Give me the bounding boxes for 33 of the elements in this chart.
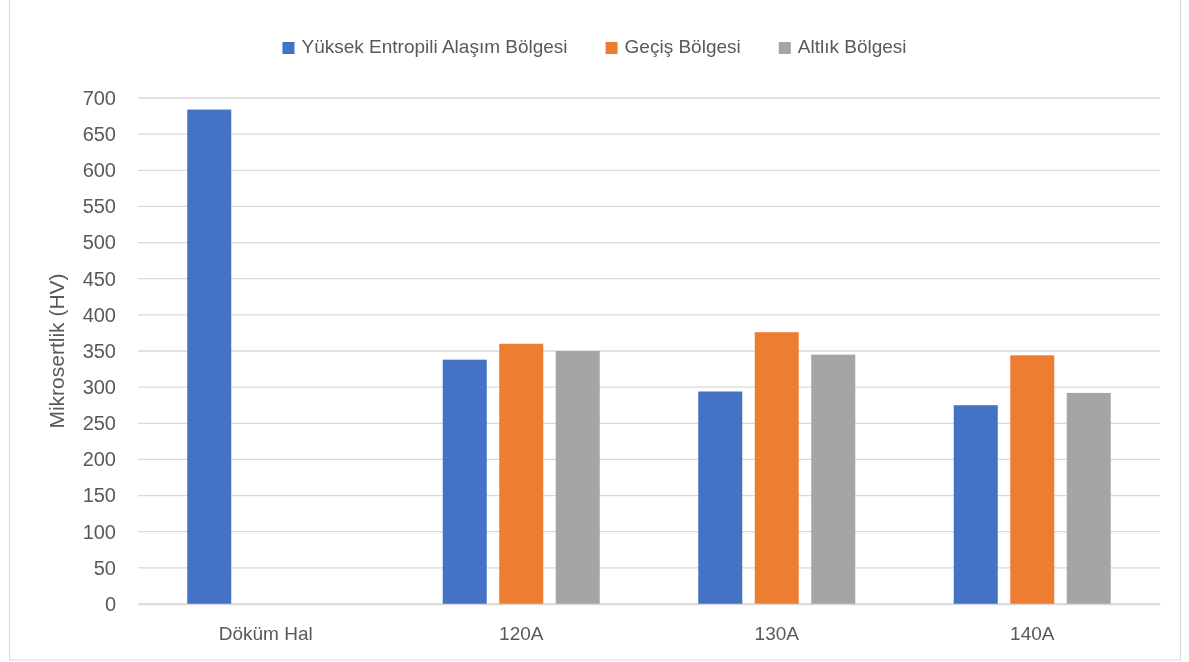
y-tick-label: 100 — [82, 520, 116, 543]
bar — [187, 109, 232, 604]
legend-label: Geçiş Bölgesi — [624, 36, 741, 57]
y-tick-label: 700 — [82, 86, 116, 109]
y-tick-label: 550 — [82, 195, 116, 218]
legend-label: Altlık Bölgesi — [797, 36, 907, 57]
y-tick-label: 600 — [82, 159, 116, 182]
bar — [499, 343, 544, 604]
bar — [1066, 392, 1111, 604]
bar — [555, 351, 600, 604]
y-tick-label: 650 — [82, 123, 116, 146]
y-axis-title: Mikrosertlik (HV) — [45, 273, 68, 429]
x-tick-label: 130A — [754, 623, 800, 645]
bar — [754, 332, 799, 604]
bar — [698, 391, 743, 604]
y-tick-label: 250 — [82, 412, 116, 435]
y-tick-label: 50 — [93, 556, 116, 579]
bar — [811, 354, 856, 604]
y-tick-label: 400 — [82, 303, 116, 326]
x-tick-label: 140A — [1010, 623, 1055, 645]
y-tick-label: 450 — [82, 267, 116, 290]
y-tick-label: 150 — [82, 484, 116, 507]
bar — [442, 359, 487, 604]
x-tick-label: 120A — [499, 623, 544, 645]
x-tick-label: Döküm Hal — [218, 623, 313, 645]
y-tick-label: 0 — [104, 592, 116, 615]
y-tick-label: 200 — [82, 448, 116, 471]
y-tick-label: 300 — [82, 376, 116, 399]
legend-label: Yüksek Entropili Alaşım Bölgesi — [301, 36, 568, 57]
y-tick-label: 350 — [82, 339, 116, 362]
bar — [953, 405, 998, 604]
bar — [1010, 355, 1055, 604]
y-tick-label: 500 — [82, 231, 116, 254]
